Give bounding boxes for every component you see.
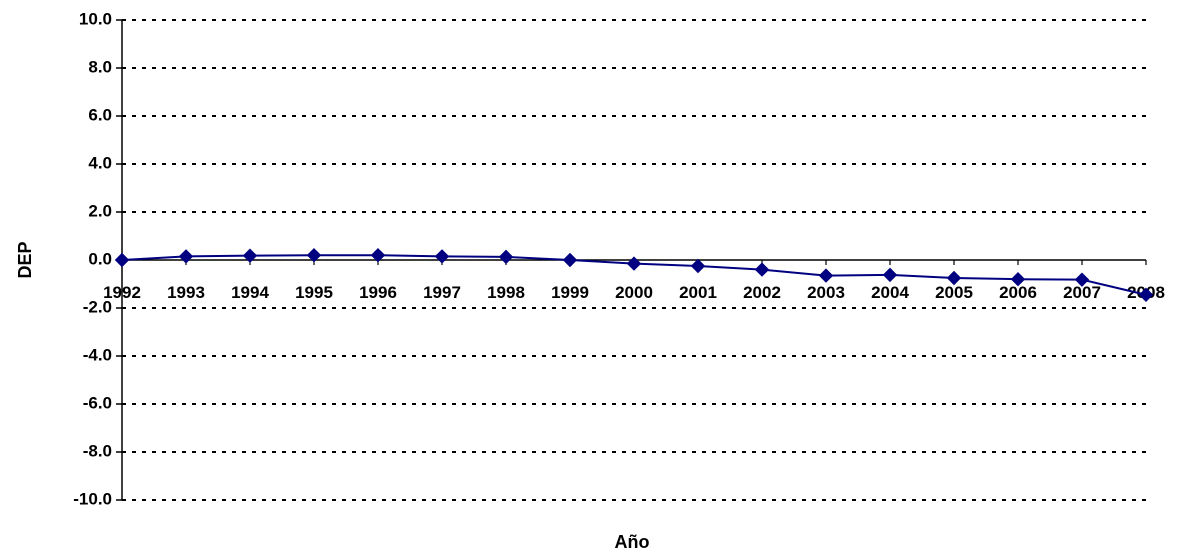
y-tick-label: 8.0 [88,57,112,76]
x-tick-label: 2001 [679,283,717,302]
data-point-marker [498,249,514,265]
x-tick-label: 1998 [487,283,525,302]
data-point-marker [1010,271,1026,287]
y-tick-labels: 10.0 8.0 6.0 4.0 2.0 0.0 -2.0 -4.0 -6.0 -8.0 -10.0 [73,9,112,508]
data-point-marker [690,258,706,274]
x-tick-label: 2005 [935,283,973,302]
x-axis-title: Año [615,532,650,552]
x-tick-label: 1999 [551,283,589,302]
data-point-marker [434,249,450,264]
x-tick-label: 2006 [999,283,1037,302]
series [114,247,1154,303]
x-tick-label: 2007 [1063,283,1101,302]
data-point-marker [114,252,130,268]
data-point-marker [754,262,770,277]
y-tick-label: -8.0 [83,441,112,460]
data-point-marker [242,248,258,263]
y-tick-label: 0.0 [88,249,112,268]
x-tick-label: 1996 [359,283,397,302]
data-point-marker [562,252,578,268]
gridlines [122,19,1146,501]
data-point-marker [1074,272,1090,287]
data-point-marker [370,247,386,263]
data-point-marker [626,256,642,271]
y-tick-label: -10.0 [73,489,112,508]
data-point-marker [1138,287,1154,303]
x-tick-label: 1995 [295,283,333,302]
x-tick-label: 2004 [871,283,909,302]
data-point-marker [882,267,898,283]
y-axis-title: DEP [15,241,35,278]
data-point-marker [306,247,322,263]
y-tick-label: 6.0 [88,105,112,124]
data-point-marker [178,249,194,264]
data-point-marker [946,270,962,286]
x-tick-label: 2000 [615,283,653,302]
x-tick-labels: 1992 1993 1994 1995 1996 1997 1998 1999 2000 2001… [103,283,1165,302]
y-tick-label: -2.0 [83,297,112,316]
x-tick-label: 1992 [103,283,141,302]
y-tick-label: 10.0 [79,9,112,28]
x-tick-label: 1994 [231,283,269,302]
data-point-marker [818,268,834,283]
x-tick-label: 2003 [807,283,845,302]
x-tick-label: 1997 [423,283,461,302]
y-tick-label: -4.0 [83,345,112,364]
x-tick-label: 2002 [743,283,781,302]
y-tick-label: -6.0 [83,393,112,412]
y-tick-label: 2.0 [88,201,112,220]
y-tick-label: 4.0 [88,153,112,172]
x-tick-label: 1993 [167,283,205,302]
